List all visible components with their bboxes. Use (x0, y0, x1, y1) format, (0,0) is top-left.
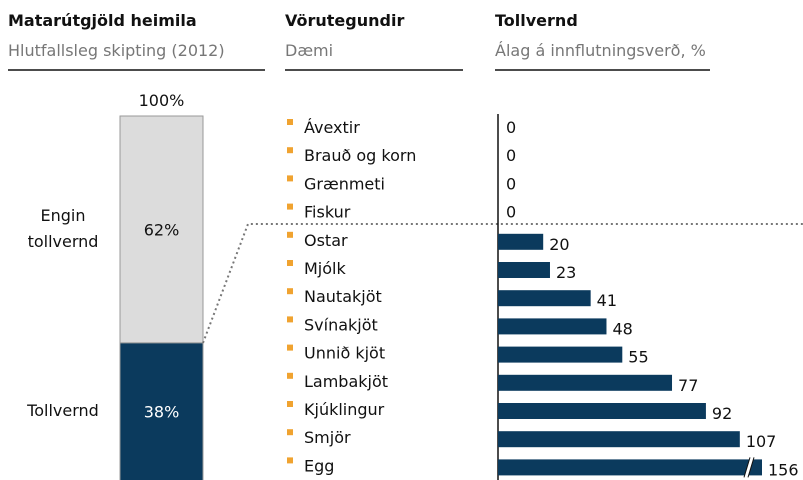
column-title: Vörutegundir (285, 11, 404, 30)
value-label: 0 (506, 203, 516, 222)
value-label: 0 (506, 174, 516, 193)
column-subtitle: Hlutfallsleg skipting (2012) (8, 41, 225, 60)
category-label: Ostar (304, 231, 348, 250)
category-label: Brauð og korn (304, 146, 416, 165)
value-label: 107 (746, 432, 777, 451)
value-label: 23 (556, 263, 576, 282)
value-label: 156 (768, 460, 799, 479)
axis-break (744, 457, 754, 478)
bullet (287, 429, 293, 436)
value-label: 20 (549, 235, 569, 254)
value-label: 48 (612, 319, 632, 338)
column-subtitle: Dæmi (285, 41, 333, 60)
bar-segment (119, 115, 204, 344)
bullet (287, 401, 293, 407)
legend-label: Engin tollvernd (27, 206, 99, 252)
value-label: 38% (144, 402, 180, 421)
bar-segment (119, 342, 204, 480)
category-label: Grænmeti (304, 174, 385, 193)
bullet (287, 344, 293, 351)
category-label: Ávextir (304, 118, 360, 137)
value-label: 77 (678, 376, 698, 395)
bullet (287, 372, 293, 379)
category-label: Nautakjöt (304, 287, 382, 306)
axis-break (747, 457, 755, 478)
bar (498, 346, 623, 363)
column-subtitle: Álag á innflutningsverð, % (495, 41, 706, 60)
value-label: 92 (712, 404, 732, 423)
bar (498, 431, 740, 448)
bar (498, 459, 762, 476)
bullet (287, 231, 293, 238)
bullet (287, 316, 293, 323)
bar (498, 262, 550, 278)
bar (498, 374, 673, 391)
axis-break (743, 457, 751, 478)
bar (498, 318, 607, 335)
category-label: Egg (304, 456, 334, 475)
category-label: Mjólk (304, 259, 346, 278)
bullet (287, 203, 293, 210)
value-label: 55 (628, 348, 648, 367)
value-label: 0 (506, 118, 516, 137)
category-label: Kjúklingur (304, 400, 385, 419)
category-label: Fiskur (304, 203, 351, 222)
bullet (287, 175, 293, 182)
column-title: Tollvernd (495, 11, 578, 30)
value-label: 62% (144, 220, 180, 239)
bar (498, 403, 706, 419)
bullet (287, 147, 293, 154)
bullet (287, 288, 293, 295)
bar (498, 290, 591, 307)
category-label: Svínakjöt (304, 315, 378, 334)
bar (498, 233, 544, 250)
bullet (287, 260, 293, 266)
value-label: 0 (506, 146, 516, 165)
bullet (287, 119, 293, 125)
total-label: 100% (139, 91, 185, 110)
bullet (287, 457, 293, 464)
category-label: Smjör (304, 428, 351, 447)
category-label: Lambakjöt (304, 372, 388, 391)
category-label: Unnið kjöt (304, 344, 385, 363)
legend-label: Tollvernd (27, 401, 99, 421)
column-title: Matarútgjöld heimila (8, 11, 197, 30)
value-label: 41 (597, 291, 617, 310)
